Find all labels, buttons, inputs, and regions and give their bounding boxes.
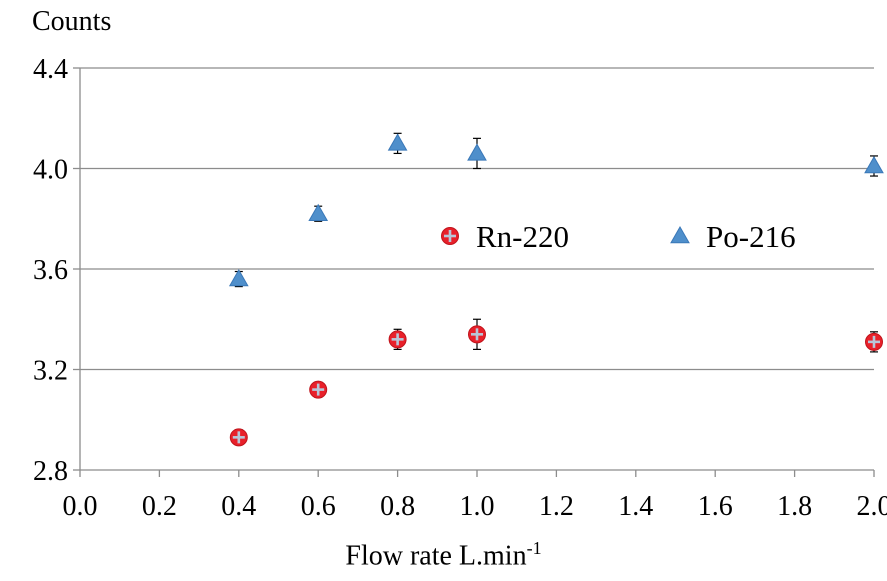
x-tick-label: 0.0 bbox=[63, 491, 98, 522]
legend-label: Po-216 bbox=[706, 219, 796, 254]
po216-point bbox=[467, 143, 487, 161]
x-axis-title-superscript: -1 bbox=[526, 538, 542, 558]
legend-marker bbox=[441, 227, 459, 245]
y-tick-label: 3.6 bbox=[33, 255, 68, 286]
y-tick-label: 3.2 bbox=[33, 356, 68, 387]
po216-point bbox=[308, 203, 329, 221]
rn220-point bbox=[309, 380, 328, 399]
rn220-point bbox=[229, 428, 248, 447]
legend: Rn-220 Po-216 bbox=[441, 219, 796, 254]
x-tick-label: 1.4 bbox=[618, 491, 653, 522]
x-tick-label: 2.0 bbox=[857, 491, 887, 522]
x-tick-label: 1.6 bbox=[698, 491, 733, 522]
y-tick-labels: 2.8 3.2 3.6 4.0 4.4 bbox=[33, 54, 68, 487]
po216-point bbox=[864, 155, 884, 174]
x-tick-label: 1.0 bbox=[460, 491, 495, 522]
rn220-point bbox=[865, 332, 883, 351]
y-tick-label: 4.4 bbox=[33, 54, 68, 85]
rn220-point bbox=[388, 330, 407, 349]
po216-point bbox=[228, 269, 249, 287]
rn220-point bbox=[468, 325, 486, 344]
axes bbox=[73, 67, 875, 477]
legend-label: Rn-220 bbox=[476, 219, 569, 254]
x-tick-label: 1.8 bbox=[777, 491, 812, 522]
x-tick-label: 0.8 bbox=[380, 491, 415, 522]
y-tick-label: 2.8 bbox=[33, 456, 68, 487]
y-axis-title: Counts bbox=[32, 6, 112, 37]
po216-point bbox=[387, 133, 408, 151]
x-axis-title: Flow rate L.min-1 bbox=[0, 538, 887, 572]
legend-marker bbox=[670, 225, 690, 244]
x-tick-labels: 0.0 0.2 0.4 0.6 0.8 1.0 1.2 1.4 1.6 1.8 2.0 bbox=[63, 491, 887, 522]
x-axis-title-text: Flow rate L.min bbox=[345, 540, 527, 572]
x-tick-label: 1.2 bbox=[539, 491, 574, 522]
y-tick-label: 4.0 bbox=[33, 155, 68, 186]
x-tick-label: 0.6 bbox=[301, 491, 336, 522]
x-tick-label: 0.2 bbox=[142, 491, 177, 522]
data-marks bbox=[228, 132, 884, 447]
x-tick-label: 0.4 bbox=[221, 491, 256, 522]
